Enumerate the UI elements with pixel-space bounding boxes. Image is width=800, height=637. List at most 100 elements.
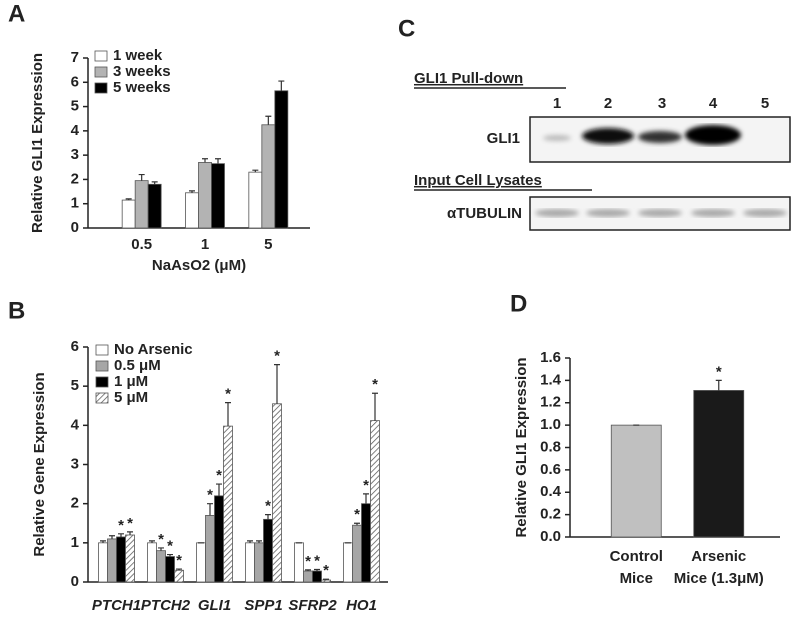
y-axis-label: Relative GLI1 Expression — [29, 53, 46, 233]
bar — [610, 424, 662, 538]
error-bar — [265, 514, 271, 520]
bar — [196, 542, 206, 583]
blot-subtitle: Input Cell Lysates — [414, 172, 542, 189]
legend-swatch — [94, 50, 108, 62]
legend-label: 5 μM — [114, 389, 148, 406]
error-bar — [207, 503, 213, 516]
y-axis-label: Relative Gene Expression — [31, 372, 48, 556]
y-tick-label: 0.6 — [540, 461, 561, 478]
bar — [214, 495, 224, 583]
legend-label: 5 weeks — [113, 79, 171, 96]
y-tick-label: 1.2 — [540, 394, 561, 411]
significance-mark: * — [225, 386, 231, 403]
panel-letter: B — [8, 297, 25, 324]
significance-mark: * — [158, 531, 164, 548]
x-tick-label: 1 — [201, 236, 209, 253]
error-bar — [109, 535, 115, 539]
error-bar — [274, 364, 280, 404]
row-label: αTUBULIN — [447, 205, 522, 222]
lane-label: 3 — [658, 95, 666, 112]
y-tick-label: 7 — [71, 49, 79, 66]
x-tick-label: PTCH2 — [141, 597, 191, 614]
legend-swatch — [95, 392, 109, 404]
error-bar — [202, 158, 208, 163]
bar — [156, 550, 166, 583]
bar — [211, 163, 225, 229]
lane-label: 1 — [553, 95, 561, 112]
bar — [303, 570, 313, 583]
significance-mark: * — [323, 562, 329, 579]
y-tick-label: 3 — [71, 455, 79, 472]
legend-label: 0.5 μM — [114, 357, 161, 374]
y-tick-label: 1 — [71, 534, 79, 551]
error-bar — [216, 483, 222, 496]
lane-label: 5 — [761, 95, 769, 112]
bar — [107, 538, 117, 583]
bar — [223, 425, 233, 583]
x-axis-label: NaAsO2 (μM) — [152, 257, 246, 274]
y-tick-label: 0.2 — [540, 506, 561, 523]
legend-label: 1 week — [113, 47, 163, 64]
bar — [370, 420, 380, 583]
bar — [147, 542, 157, 583]
y-tick-label: 5 — [71, 377, 79, 394]
significance-mark: * — [176, 552, 182, 569]
panel-letter: A — [8, 0, 25, 27]
bar — [205, 515, 215, 583]
bar — [254, 542, 264, 583]
error-bar — [252, 169, 259, 173]
bar — [98, 542, 108, 583]
significance-mark: * — [207, 487, 213, 504]
significance-mark: * — [305, 553, 311, 570]
bar — [116, 536, 126, 583]
x-tick-label: PTCH1 — [92, 597, 141, 614]
error-bar — [256, 540, 262, 543]
error-bar — [167, 553, 173, 557]
error-bar — [149, 540, 155, 543]
error-bar — [138, 173, 145, 181]
y-tick-label: 3 — [71, 146, 79, 163]
significance-mark: * — [167, 538, 173, 555]
x-tick-label: 0.5 — [131, 236, 152, 253]
panel-letter: C — [398, 15, 415, 42]
legend-swatch — [95, 360, 109, 372]
error-bar — [278, 80, 285, 91]
bar — [261, 124, 276, 229]
legend-swatch — [94, 66, 108, 78]
lane-label: 4 — [709, 95, 718, 112]
legend-swatch — [95, 344, 109, 356]
x-tick-label: GLI1 — [198, 597, 231, 614]
y-tick-label: 5 — [71, 98, 79, 115]
error-bar — [118, 533, 124, 537]
lane-label: 2 — [604, 95, 612, 112]
y-tick-label: 2 — [71, 170, 79, 187]
significance-mark: * — [363, 477, 369, 494]
legend-label: 1 μM — [114, 373, 148, 390]
y-tick-label: 0.4 — [540, 483, 562, 500]
significance-mark: * — [716, 363, 722, 380]
y-tick-label: 0.8 — [540, 438, 561, 455]
bar — [294, 542, 304, 583]
bar — [248, 171, 263, 229]
bar — [185, 192, 199, 229]
error-bar — [363, 493, 369, 504]
error-bar — [176, 568, 182, 571]
significance-mark: * — [274, 348, 280, 365]
y-axis-label: Relative GLI1 Expression — [513, 357, 530, 537]
y-tick-label: 1.4 — [540, 371, 562, 388]
x-tick-label: Control — [610, 548, 663, 565]
error-bar — [265, 115, 272, 125]
error-bar — [215, 158, 221, 164]
row-label: GLI1 — [487, 130, 520, 147]
legend-label: No Arsenic — [114, 341, 193, 358]
bar — [263, 518, 273, 583]
significance-mark: * — [265, 498, 271, 515]
bar — [361, 503, 371, 583]
bar — [343, 542, 353, 583]
x-tick-label: SFRP2 — [288, 597, 337, 614]
y-tick-label: 0 — [71, 573, 79, 590]
error-bar — [127, 531, 133, 535]
y-tick-label: 1.6 — [540, 349, 561, 366]
y-tick-label: 6 — [71, 73, 79, 90]
